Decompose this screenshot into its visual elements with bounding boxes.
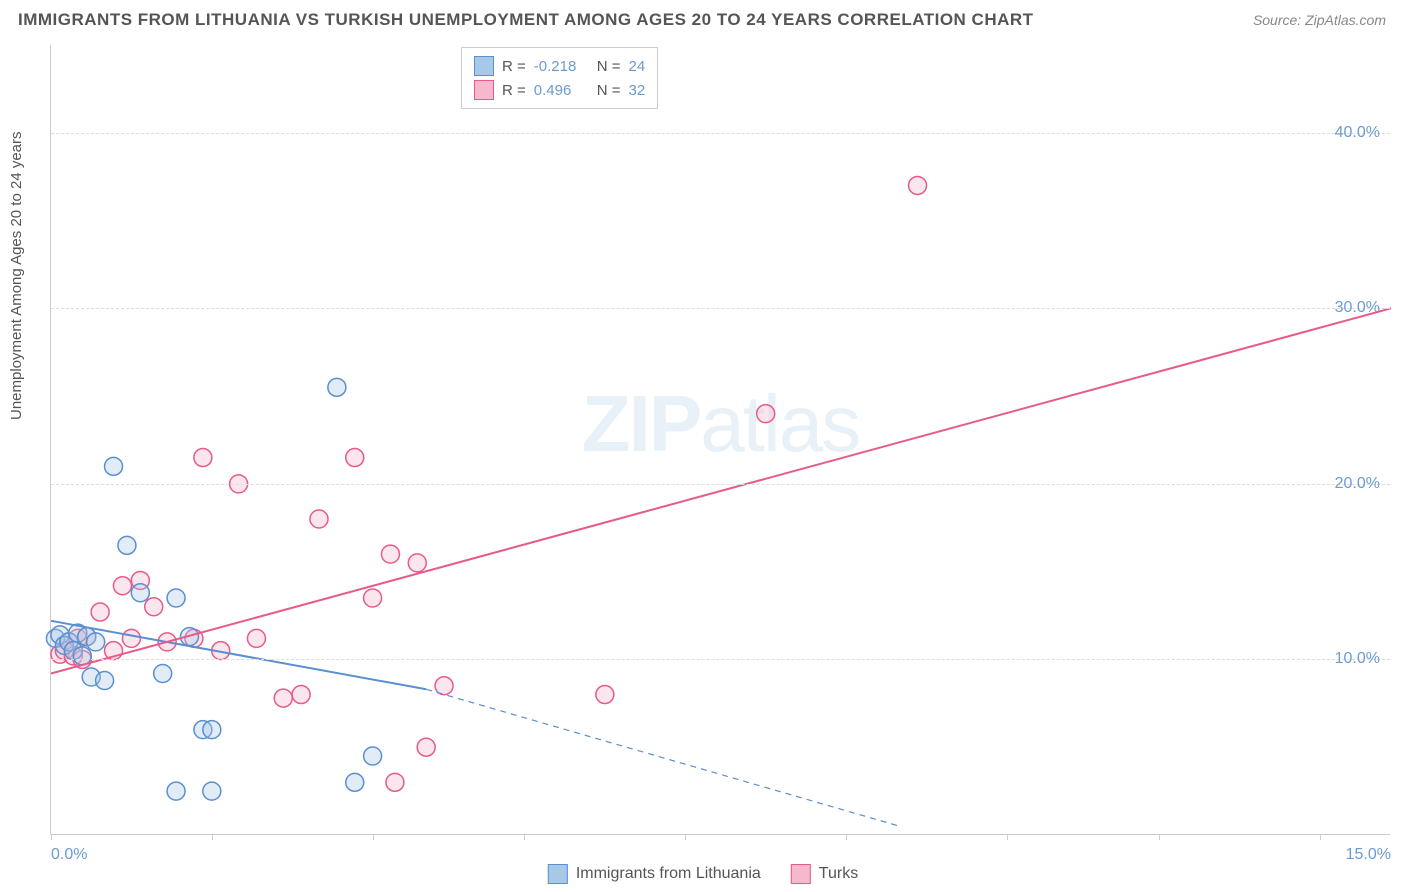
correlation-legend: R = -0.218 N = 24 R = 0.496 N = 32 — [461, 47, 658, 109]
legend-row-1: R = 0.496 N = 32 — [474, 78, 645, 102]
legend-swatch-0 — [474, 56, 494, 76]
trend-line-solid — [51, 308, 1391, 673]
series-legend: Immigrants from Lithuania Turks — [548, 864, 858, 884]
scatter-point — [364, 589, 382, 607]
chart-title: IMMIGRANTS FROM LITHUANIA VS TURKISH UNE… — [18, 10, 1034, 30]
n-value-1: 32 — [629, 82, 646, 99]
plot-area: ZIPatlas R = -0.218 N = 24 R = 0.496 N =… — [50, 45, 1390, 835]
scatter-point — [118, 536, 136, 554]
scatter-point — [909, 176, 927, 194]
n-value-0: 24 — [629, 58, 646, 75]
legend-swatch-1 — [474, 80, 494, 100]
x-tick — [373, 834, 374, 840]
scatter-point — [131, 584, 149, 602]
x-tick — [51, 834, 52, 840]
x-tick — [212, 834, 213, 840]
x-tick — [1007, 834, 1008, 840]
scatter-point — [596, 686, 614, 704]
scatter-point — [757, 405, 775, 423]
scatter-point — [203, 782, 221, 800]
x-tick — [1159, 834, 1160, 840]
gridline — [51, 659, 1390, 660]
x-tick — [685, 834, 686, 840]
scatter-point — [154, 664, 172, 682]
scatter-point — [145, 598, 163, 616]
scatter-point — [274, 689, 292, 707]
scatter-point — [408, 554, 426, 572]
x-tick-label: 15.0% — [1346, 846, 1391, 864]
scatter-point — [87, 633, 105, 651]
chart-container: IMMIGRANTS FROM LITHUANIA VS TURKISH UNE… — [0, 0, 1406, 892]
scatter-point — [91, 603, 109, 621]
x-tick — [1320, 834, 1321, 840]
n-label-0: N = — [597, 58, 621, 75]
n-label-1: N = — [597, 82, 621, 99]
scatter-point — [203, 721, 221, 739]
trend-line-dashed — [426, 689, 899, 826]
x-tick — [846, 834, 847, 840]
x-tick-label: 0.0% — [51, 846, 87, 864]
plot-svg — [51, 45, 1390, 834]
y-axis-label: Unemployment Among Ages 20 to 24 years — [8, 131, 25, 420]
r-value-1: 0.496 — [534, 82, 589, 99]
series-label-1: Turks — [819, 865, 858, 883]
series-swatch-1 — [791, 864, 811, 884]
scatter-point — [328, 378, 346, 396]
scatter-point — [310, 510, 328, 528]
source-attribution: Source: ZipAtlas.com — [1253, 12, 1386, 28]
x-tick — [524, 834, 525, 840]
scatter-point — [417, 738, 435, 756]
y-tick-label: 30.0% — [1335, 299, 1380, 317]
scatter-point — [113, 577, 131, 595]
scatter-point — [96, 672, 114, 690]
series-legend-item-1: Turks — [791, 864, 858, 884]
r-label-0: R = — [502, 58, 526, 75]
gridline — [51, 133, 1390, 134]
y-tick-label: 40.0% — [1335, 124, 1380, 142]
scatter-point — [122, 629, 140, 647]
series-swatch-0 — [548, 864, 568, 884]
y-tick-label: 20.0% — [1335, 475, 1380, 493]
scatter-point — [105, 457, 123, 475]
series-label-0: Immigrants from Lithuania — [576, 865, 761, 883]
scatter-point — [292, 686, 310, 704]
scatter-point — [381, 545, 399, 563]
y-tick-label: 10.0% — [1335, 650, 1380, 668]
scatter-point — [247, 629, 265, 647]
gridline — [51, 484, 1390, 485]
legend-row-0: R = -0.218 N = 24 — [474, 54, 645, 78]
gridline — [51, 308, 1390, 309]
scatter-point — [346, 449, 364, 467]
scatter-point — [167, 782, 185, 800]
r-label-1: R = — [502, 82, 526, 99]
scatter-point — [194, 449, 212, 467]
scatter-point — [346, 773, 364, 791]
scatter-point — [167, 589, 185, 607]
scatter-point — [386, 773, 404, 791]
series-legend-item-0: Immigrants from Lithuania — [548, 864, 761, 884]
scatter-point — [364, 747, 382, 765]
r-value-0: -0.218 — [534, 58, 589, 75]
